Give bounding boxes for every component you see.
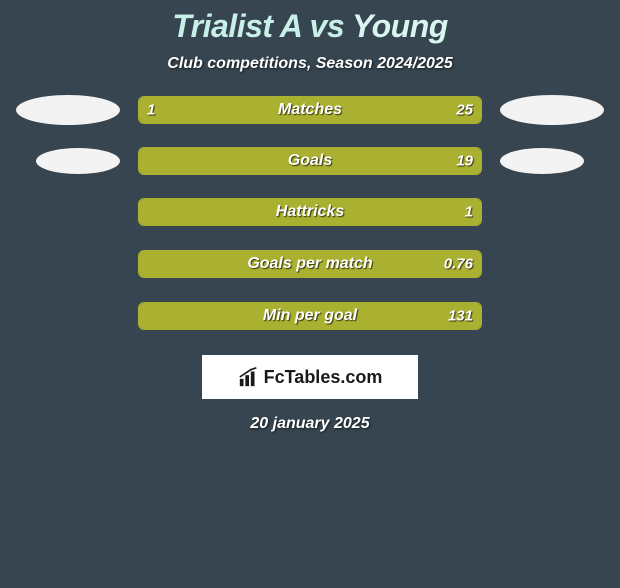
- stat-value-b: 19: [456, 153, 473, 170]
- page-title: Trialist A vs Young: [0, 8, 620, 45]
- player-b-name: Young: [352, 8, 448, 44]
- stat-label: Goals per match: [247, 255, 372, 273]
- player-a-name: Trialist A: [172, 8, 301, 44]
- bar-chart-icon: [238, 366, 260, 388]
- stat-label: Hattricks: [276, 203, 344, 221]
- stats-container: Matches 1 25 Goals 19 Hattricks 1 Goals per mat…: [0, 95, 620, 331]
- stat-row: Min per goal 131: [0, 301, 620, 331]
- stat-value-b: 131: [448, 308, 473, 325]
- stat-value-a: 1: [147, 102, 155, 119]
- team-b-badge: [500, 148, 584, 174]
- stat-row: Goals 19: [0, 147, 620, 175]
- stat-bar: Goals per match 0.76: [138, 250, 482, 278]
- site-logo[interactable]: FcTables.com: [202, 355, 418, 399]
- team-a-badge: [16, 95, 120, 125]
- logo-text: FcTables.com: [264, 367, 383, 388]
- stat-label: Min per goal: [263, 307, 357, 325]
- vs-text: vs: [310, 8, 345, 44]
- stat-label: Matches: [278, 101, 342, 119]
- stat-bar: Goals 19: [138, 147, 482, 175]
- stat-row: Matches 1 25: [0, 95, 620, 125]
- date-text: 20 january 2025: [0, 415, 620, 433]
- stat-value-b: 1: [465, 204, 473, 221]
- stat-row: Hattricks 1: [0, 197, 620, 227]
- stat-bar: Min per goal 131: [138, 302, 482, 330]
- stat-bar: Hattricks 1: [138, 198, 482, 226]
- team-a-badge: [36, 148, 120, 174]
- team-b-badge: [500, 95, 604, 125]
- stat-value-b: 0.76: [444, 256, 473, 273]
- stat-row: Goals per match 0.76: [0, 249, 620, 279]
- stat-value-b: 25: [456, 102, 473, 119]
- stat-label: Goals: [288, 152, 332, 170]
- stat-bar: Matches 1 25: [138, 96, 482, 124]
- subtitle: Club competitions, Season 2024/2025: [0, 55, 620, 73]
